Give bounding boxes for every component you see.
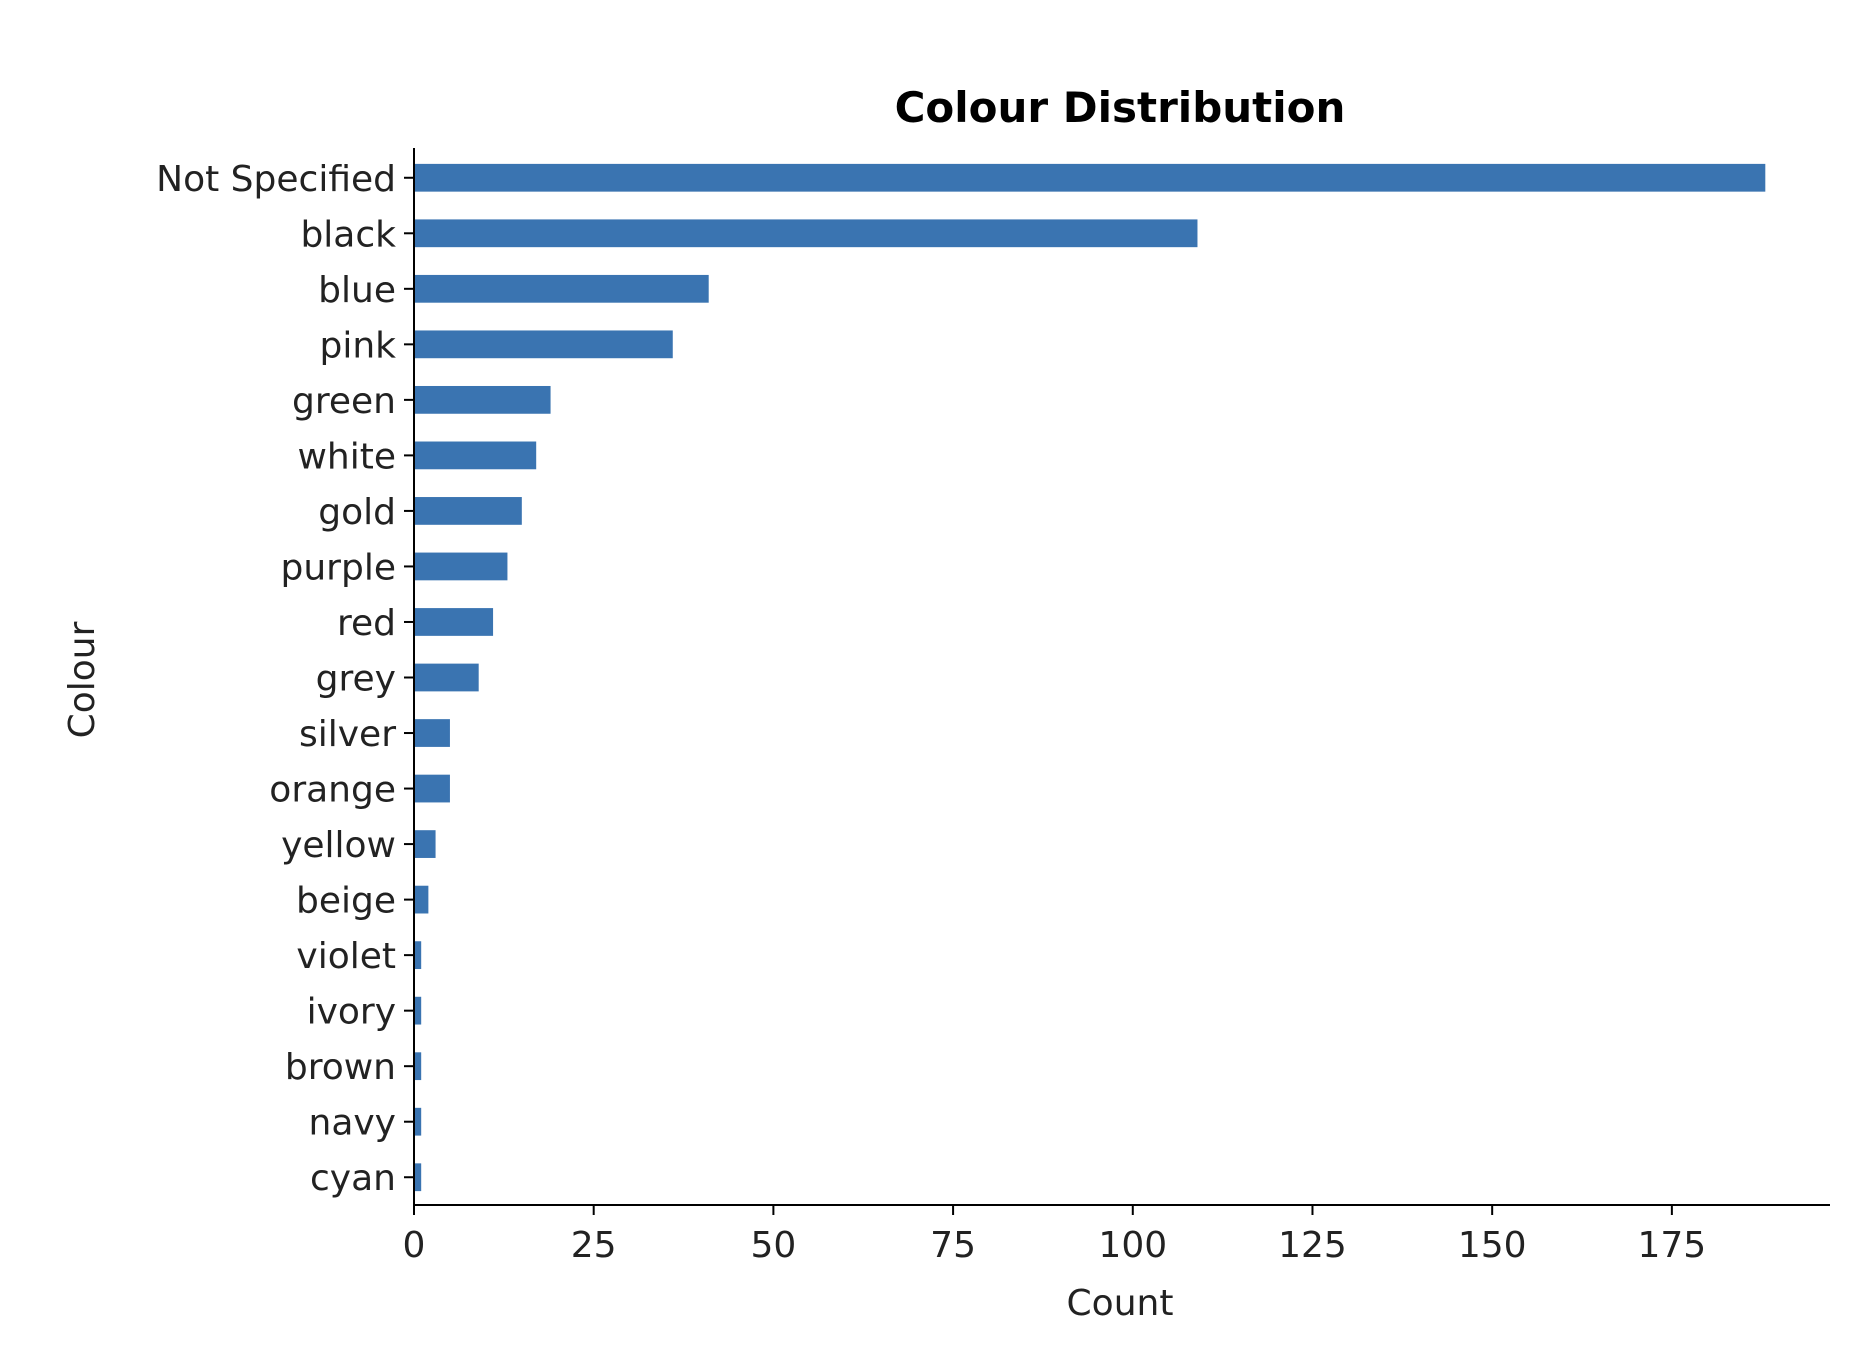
y-tick-label: red <box>337 603 396 644</box>
y-axis-ticks: Not Specified black blue pink green white gold… <box>156 159 414 1199</box>
x-tick-label: 0 <box>403 1225 426 1266</box>
y-tick-label: purple <box>281 547 396 588</box>
y-tick-label: ivory <box>307 992 396 1033</box>
y-tick-label: navy <box>309 1103 397 1144</box>
x-tick-label: 25 <box>571 1225 617 1266</box>
chart-title: Colour Distribution <box>895 83 1346 132</box>
bar-red <box>414 608 494 636</box>
y-tick-label: pink <box>319 325 396 366</box>
bar-not-specified <box>414 163 1766 192</box>
bars-group <box>414 163 1766 1192</box>
y-tick-label: yellow <box>281 825 396 866</box>
y-tick-label: white <box>297 436 396 477</box>
y-axis-label: Colour <box>62 621 103 738</box>
bar-yellow <box>414 830 436 858</box>
x-tick-label: 150 <box>1458 1225 1527 1266</box>
y-tick-label: Not Specified <box>156 159 396 200</box>
bar-orange <box>414 774 450 803</box>
y-tick-label: black <box>300 214 396 255</box>
y-tick-label: green <box>292 381 396 422</box>
x-tick-label: 75 <box>930 1225 976 1266</box>
bar-white <box>414 441 537 470</box>
y-tick-label: orange <box>269 770 396 811</box>
x-axis-label: Count <box>1067 1283 1174 1324</box>
bar-gold <box>414 497 522 525</box>
y-tick-label: beige <box>296 881 396 922</box>
x-tick-label: 175 <box>1638 1225 1707 1266</box>
y-tick-label: silver <box>299 714 396 755</box>
bar-cyan <box>414 1163 422 1192</box>
bar-green <box>414 385 551 414</box>
bar-silver <box>414 719 450 747</box>
y-tick-label: violet <box>296 936 396 977</box>
bar-ivory <box>414 996 422 1025</box>
bar-brown <box>414 1052 422 1081</box>
y-tick-label: brown <box>285 1047 396 1088</box>
y-tick-label: grey <box>316 659 396 700</box>
bar-blue <box>414 274 709 303</box>
x-tick-label: 100 <box>1098 1225 1167 1266</box>
bar-beige <box>414 885 429 914</box>
x-axis-ticks: 0 25 50 75 100 125 150 175 <box>403 1205 1707 1266</box>
bar-navy <box>414 1107 422 1136</box>
bar-grey <box>414 663 479 692</box>
bar-pink <box>414 330 673 359</box>
y-tick-label: gold <box>318 492 396 533</box>
bar-purple <box>414 552 508 581</box>
bar-black <box>414 219 1198 248</box>
y-tick-label: cyan <box>310 1158 396 1199</box>
x-tick-label: 125 <box>1278 1225 1347 1266</box>
y-tick-label: blue <box>318 270 396 311</box>
x-tick-label: 50 <box>750 1225 796 1266</box>
bar-violet <box>414 941 422 970</box>
